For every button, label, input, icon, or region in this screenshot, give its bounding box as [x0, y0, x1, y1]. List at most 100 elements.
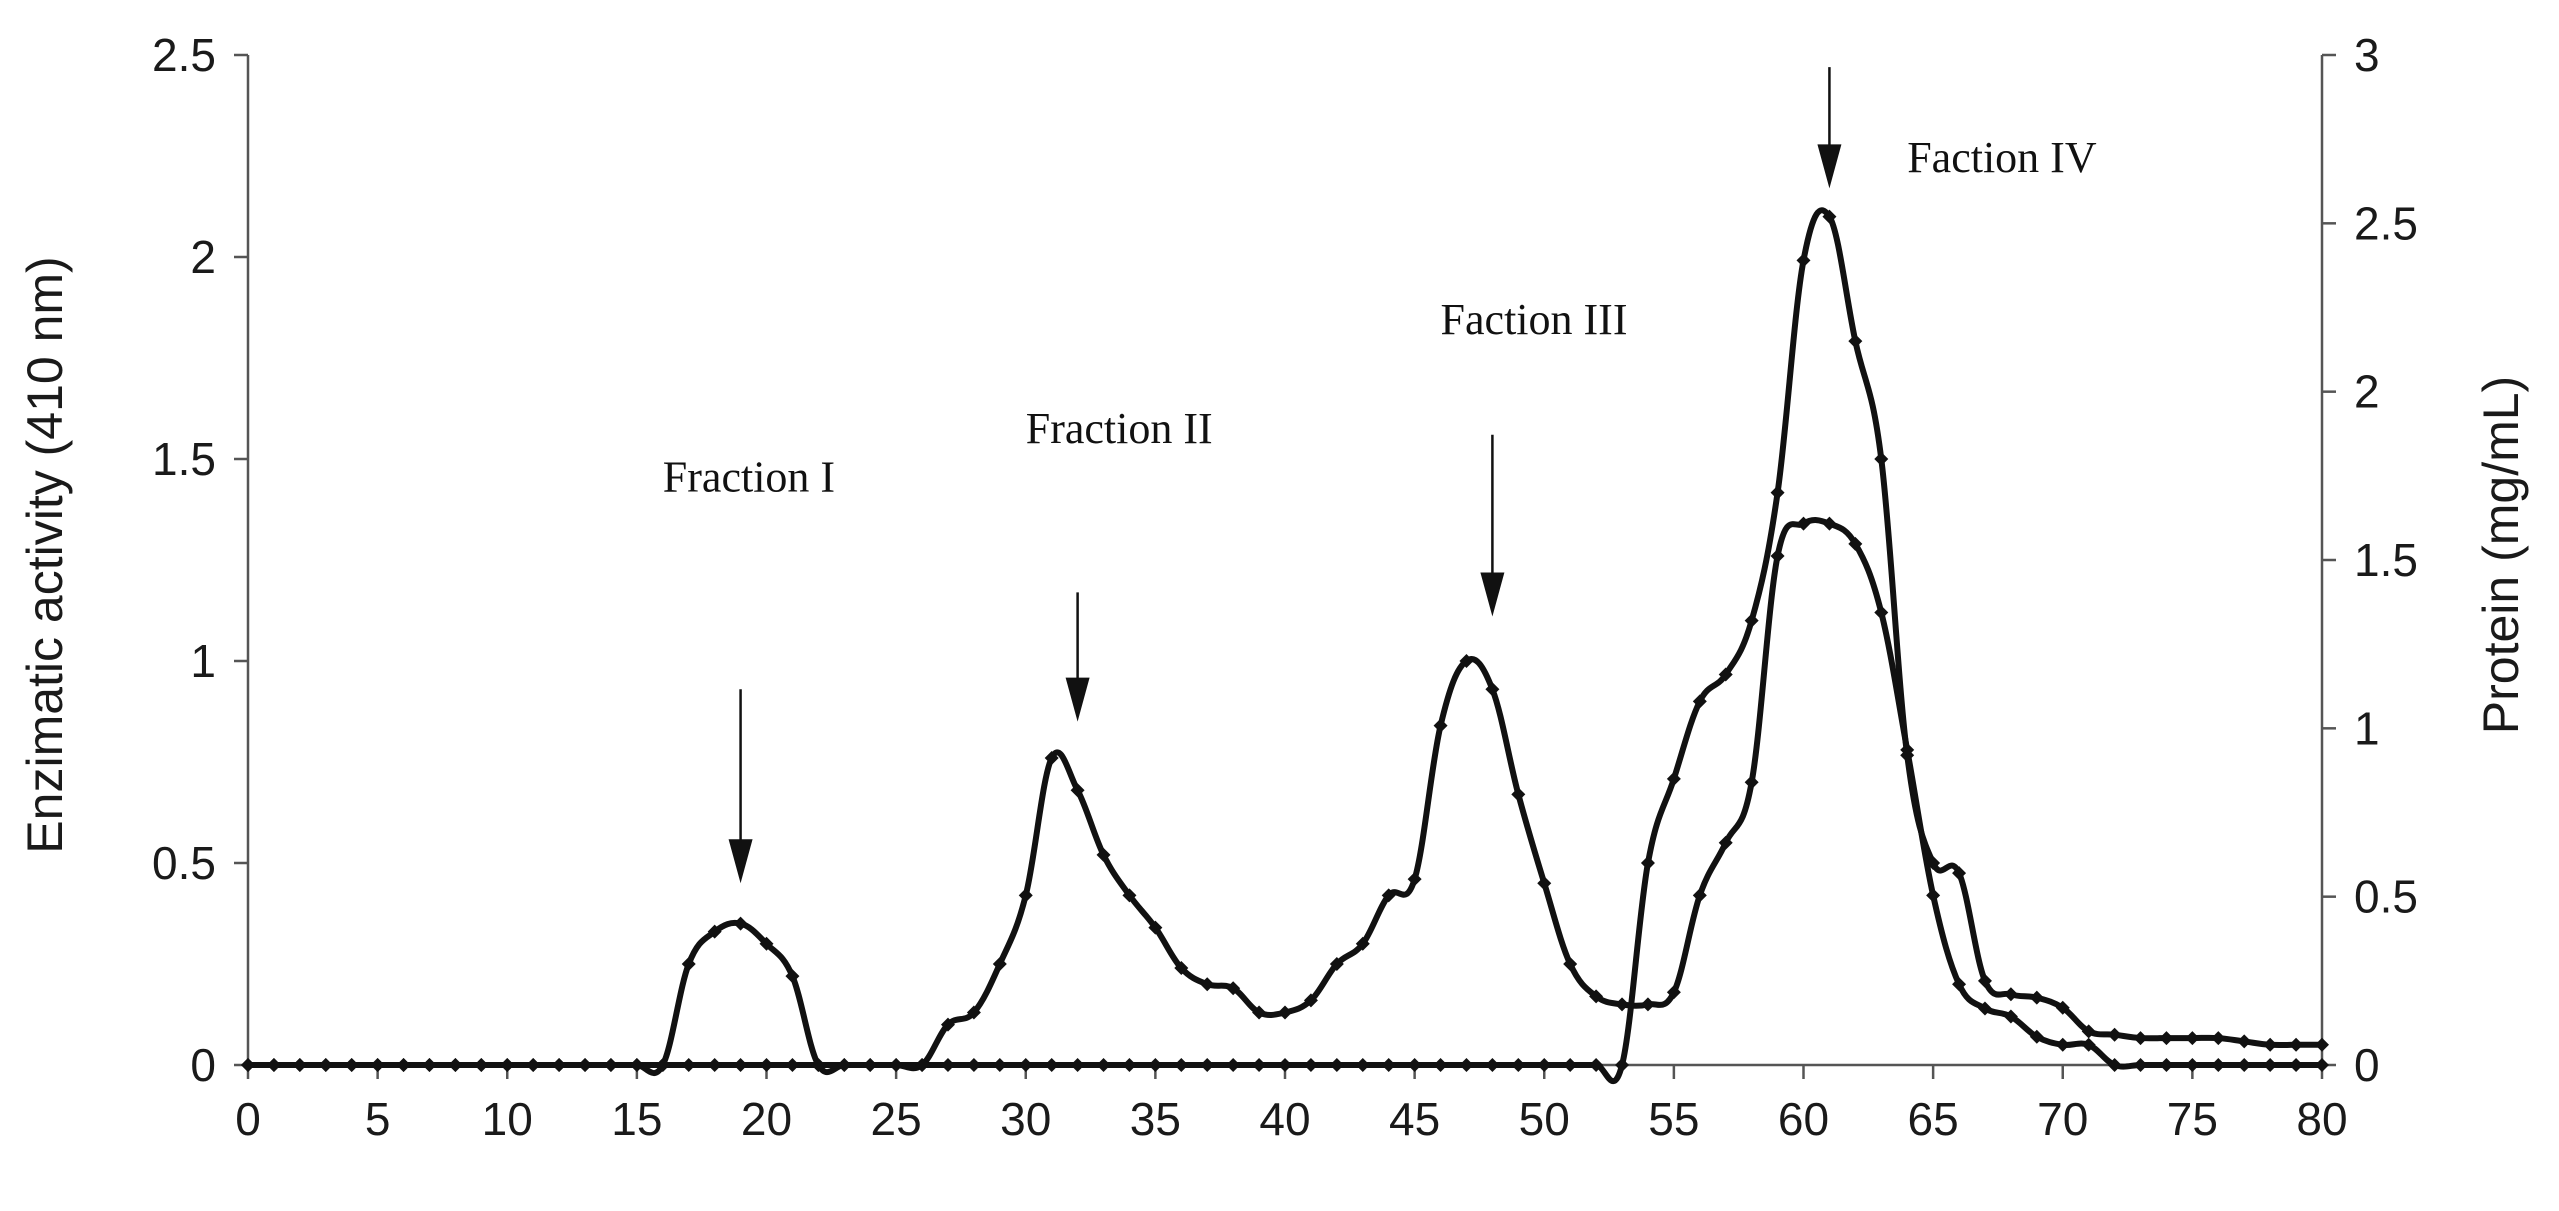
x-tick-label: 45 — [1389, 1093, 1440, 1145]
data-point — [1666, 985, 1681, 1000]
data-point — [1381, 888, 1396, 903]
x-tick-label: 15 — [611, 1093, 662, 1145]
data-point — [2133, 1058, 2148, 1072]
y2-tick-label: 1 — [2354, 702, 2380, 754]
data-point — [474, 1058, 489, 1072]
data-point — [1874, 605, 1889, 620]
data-point — [1407, 872, 1422, 887]
data-point — [448, 1058, 463, 1072]
data-point — [1822, 209, 1837, 224]
y2-tick-label: 0.5 — [2354, 871, 2418, 923]
data-point — [1070, 1058, 1085, 1072]
data-point — [1977, 973, 1992, 988]
peak-arrow-head — [1480, 572, 1505, 617]
data-point — [1070, 783, 1085, 798]
data-point — [2003, 987, 2018, 1002]
data-point — [1770, 485, 1785, 500]
data-point — [1148, 920, 1163, 935]
data-point — [2081, 1024, 2096, 1039]
data-point — [1122, 888, 1137, 903]
data-point — [1329, 957, 1344, 971]
data-point — [940, 1058, 955, 1072]
data-point — [1796, 516, 1811, 531]
data-point — [1589, 1058, 1604, 1072]
plot-frame — [246, 55, 2324, 1067]
data-point — [1096, 1058, 1111, 1072]
data-point — [1640, 997, 1655, 1012]
data-point — [1303, 993, 1318, 1008]
data-point — [1718, 667, 1733, 682]
data-point — [2133, 1031, 2148, 1046]
data-point — [1459, 654, 1474, 668]
data-point — [915, 1058, 930, 1072]
data-point — [1718, 835, 1733, 850]
data-point — [1537, 876, 1552, 891]
data-point — [2055, 1037, 2070, 1052]
data-point — [2003, 1009, 2018, 1024]
data-point — [1848, 334, 1863, 349]
data-point — [811, 1058, 826, 1072]
x-tick-label: 0 — [235, 1093, 261, 1145]
data-point — [1640, 856, 1655, 870]
data-point — [344, 1058, 359, 1072]
peak-arrow-head — [1817, 144, 1842, 189]
data-point — [1589, 989, 1604, 1004]
x-tick-label: 55 — [1648, 1093, 1699, 1145]
data-point — [1537, 1058, 1552, 1072]
data-point — [2159, 1058, 2174, 1072]
data-point — [2211, 1058, 2226, 1072]
data-point — [1485, 682, 1500, 697]
right-y-axis: 0 0.5 1 1.5 2 2.5 3 — [2322, 29, 2418, 1091]
data-point — [500, 1058, 515, 1072]
y-tick-label: 2.5 — [152, 29, 216, 81]
y-tick-label: 2 — [190, 231, 216, 283]
data-point — [837, 1058, 852, 1072]
data-point — [292, 1058, 307, 1072]
data-point — [1433, 1058, 1448, 1072]
data-point — [2237, 1058, 2252, 1072]
series-layer — [241, 207, 2329, 1085]
data-point — [1018, 888, 1033, 903]
data-point — [1226, 981, 1241, 996]
data-point — [1226, 1058, 1241, 1072]
data-point — [578, 1058, 593, 1072]
data-point — [1252, 1058, 1267, 1072]
data-point — [2185, 1058, 2200, 1072]
data-point — [681, 1058, 696, 1072]
data-point — [2029, 1029, 2044, 1044]
data-point — [1615, 997, 1630, 1012]
data-point — [241, 1058, 255, 1072]
data-point — [2289, 1037, 2304, 1052]
data-point — [1200, 1058, 1215, 1072]
annotations: Fraction I Fraction II Faction III Faction … — [663, 67, 2097, 884]
x-tick-label: 80 — [2296, 1093, 2347, 1145]
y2-tick-label: 2 — [2354, 366, 2380, 418]
series-line-right — [248, 207, 2322, 1085]
data-point — [1174, 1058, 1189, 1072]
data-point — [1329, 1058, 1344, 1072]
data-point — [733, 1058, 748, 1072]
data-point — [1563, 1058, 1578, 1072]
data-point — [1692, 888, 1707, 903]
y-tick-label: 1 — [190, 635, 216, 687]
data-point — [1096, 847, 1111, 862]
x-tick-label: 75 — [2167, 1093, 2218, 1145]
data-point — [785, 1058, 800, 1072]
data-point — [1511, 1058, 1526, 1072]
data-point — [1977, 1001, 1992, 1016]
data-point — [1407, 1058, 1422, 1072]
data-point — [1174, 961, 1189, 976]
y-tick-label: 0 — [190, 1039, 216, 1091]
peak-arrow-head — [1065, 677, 1090, 722]
data-point — [2315, 1058, 2329, 1072]
data-point — [759, 1058, 774, 1072]
data-point — [1926, 856, 1941, 870]
x-tick-label: 10 — [482, 1093, 533, 1145]
data-point — [2211, 1031, 2226, 1046]
x-tick-label: 5 — [365, 1093, 391, 1145]
data-point — [1459, 1058, 1474, 1072]
x-tick-label: 50 — [1519, 1093, 1570, 1145]
data-point — [992, 957, 1007, 971]
data-point — [1018, 1058, 1033, 1072]
data-point — [1148, 1058, 1163, 1072]
